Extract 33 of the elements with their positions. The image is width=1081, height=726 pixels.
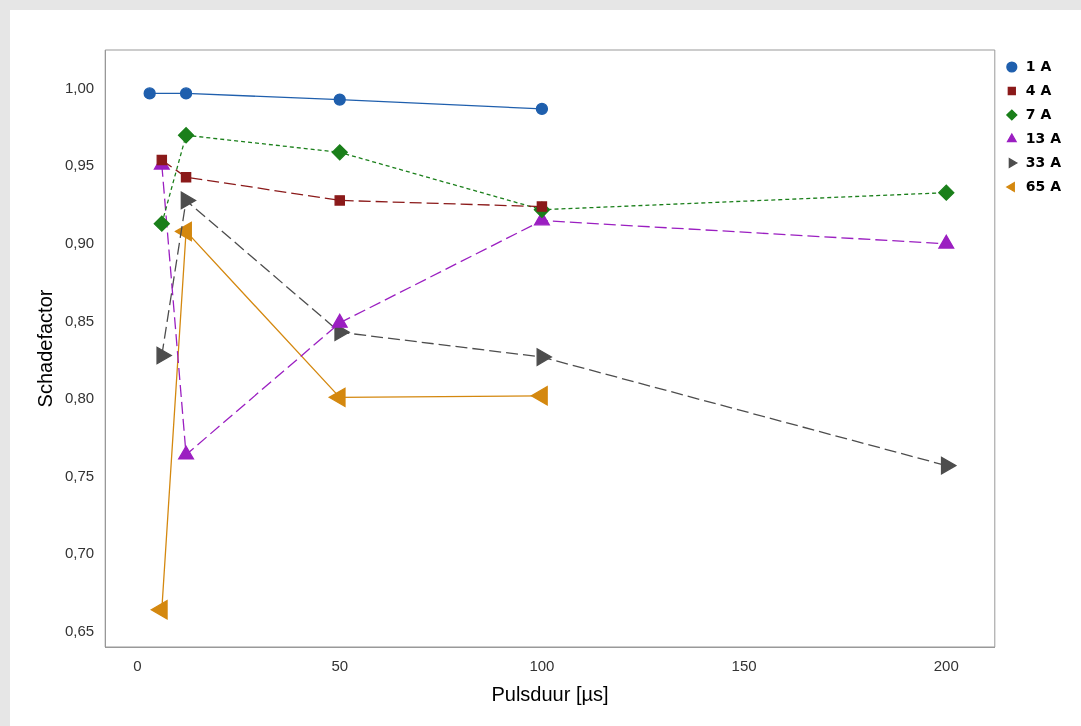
- y-tick-label: 0,65: [64, 621, 95, 639]
- point: [333, 93, 346, 106]
- legend-label: 4 A: [1025, 81, 1052, 98]
- y-tick-label: 0,80: [64, 389, 95, 407]
- x-tick-label: 150: [731, 657, 757, 675]
- y-tick-label: 0,75: [64, 466, 95, 484]
- x-tick-label: 0: [133, 657, 142, 675]
- point: [535, 102, 549, 116]
- legend-label: 7 A: [1025, 105, 1052, 122]
- x-tick-label: 100: [529, 657, 555, 675]
- legend-label: 13 A: [1025, 129, 1062, 146]
- y-axis-title: Schadefactor: [33, 289, 56, 408]
- point: [938, 184, 955, 201]
- point: [331, 144, 348, 161]
- x-tick-label: 200: [933, 657, 959, 675]
- y-tick-label: 0,95: [64, 156, 95, 174]
- y-tick-label: 0,70: [64, 544, 95, 562]
- point: [153, 215, 170, 232]
- point: [143, 87, 156, 100]
- legend-label: 65 A: [1025, 177, 1062, 194]
- legend-label: 33 A: [1025, 153, 1062, 170]
- x-tick-label: 50: [331, 657, 349, 675]
- y-tick-label: 0,85: [64, 311, 95, 329]
- point: [180, 171, 192, 183]
- x-axis-title: Pulsduur [µs]: [491, 682, 609, 705]
- point: [179, 87, 193, 100]
- point: [940, 456, 957, 475]
- point: [177, 127, 195, 144]
- y-tick-label: 1,00: [64, 78, 95, 96]
- point: [156, 154, 168, 166]
- point: [334, 195, 345, 206]
- legend-label: 1 A: [1025, 57, 1052, 74]
- y-tick-label: 0,90: [64, 233, 95, 251]
